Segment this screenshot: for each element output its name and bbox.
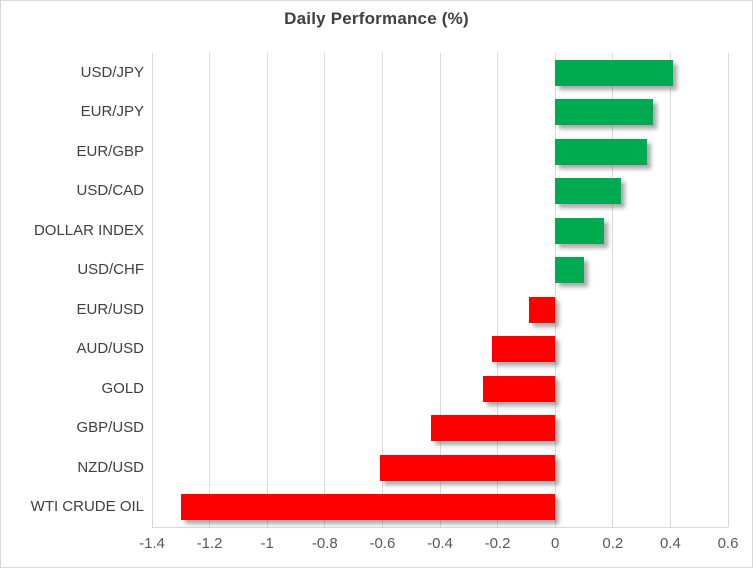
gridline — [324, 53, 326, 527]
chart-title: Daily Performance (%) — [284, 9, 469, 28]
gridline — [209, 53, 211, 527]
bar-AUD/USD — [491, 336, 556, 363]
x-tick-label: 0.2 — [602, 535, 624, 552]
bar-USD/JPY — [555, 59, 674, 86]
category-label: GOLD — [101, 379, 144, 397]
category-label: AUD/USD — [76, 340, 144, 358]
category-label: USD/JPY — [80, 63, 144, 81]
x-tick-label: 0 — [551, 535, 560, 552]
category-label: EUR/USD — [76, 300, 144, 318]
category-label: DOLLAR INDEX — [33, 221, 144, 239]
gridline — [439, 53, 441, 527]
category-label: USD/CHF — [77, 261, 144, 279]
x-tick-label: 0.4 — [659, 535, 681, 552]
x-tick-label: -0.4 — [427, 535, 453, 552]
gridline — [612, 53, 614, 527]
x-tick-label: -0.2 — [484, 535, 511, 552]
bar-USD/CAD — [555, 178, 622, 205]
bar-WTI CRUDE OIL — [180, 494, 556, 521]
bar-GBP/USD — [431, 415, 556, 442]
category-label: USD/CAD — [76, 182, 144, 200]
category-label: GBP/USD — [76, 419, 144, 437]
bar-EUR/USD — [529, 296, 556, 323]
category-axis: USD/JPY EUR/JPY EUR/GBP USD/CAD DOLLAR INDEX… — [1, 53, 144, 527]
gridline — [497, 53, 499, 527]
x-tick-label: 0.6 — [717, 535, 739, 552]
x-tick-label: -1 — [260, 535, 274, 552]
category-label: NZD/USD — [77, 458, 144, 476]
bar-NZD/USD — [379, 454, 556, 481]
gridline — [266, 53, 268, 527]
x-tick-label: -0.8 — [311, 535, 338, 552]
gridline — [554, 53, 556, 527]
category-label: WTI CRUDE OIL — [30, 498, 144, 516]
bar-EUR/GBP — [555, 138, 648, 165]
bar-GOLD — [483, 375, 556, 402]
value-axis: -1.4 -1.2 -1 -0.8 -0.6 -0.4 -0.2 0 0.2 0.4 0.6 — [1, 535, 752, 559]
gridline — [669, 53, 671, 527]
x-tick-label: -1.2 — [196, 535, 223, 552]
gridline — [151, 53, 153, 527]
category-label: EUR/GBP — [76, 142, 144, 160]
x-tick-label: -0.6 — [369, 535, 396, 552]
bar-USD/CHF — [555, 257, 584, 284]
bar-EUR/JPY — [555, 99, 654, 126]
plot-area — [151, 53, 729, 528]
x-tick-label: -1.4 — [139, 535, 165, 552]
gridline — [381, 53, 383, 527]
gridline — [727, 53, 729, 527]
bar-DOLLAR INDEX — [555, 217, 605, 244]
category-label: EUR/JPY — [80, 103, 144, 121]
